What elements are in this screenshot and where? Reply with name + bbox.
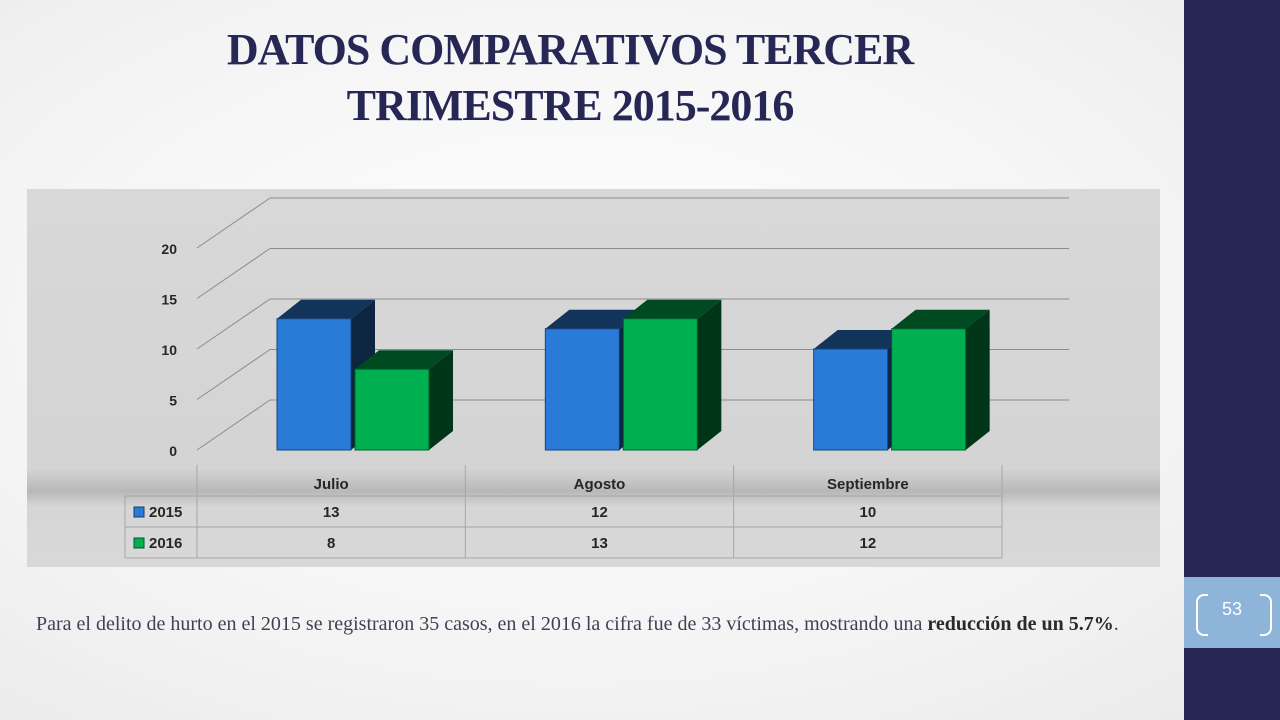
page-bracket-left xyxy=(1196,594,1208,636)
bar-side xyxy=(429,350,453,450)
bar-top xyxy=(277,299,375,319)
bar-top xyxy=(623,299,722,319)
caption-end: . xyxy=(1113,613,1119,635)
bar-front xyxy=(354,368,430,451)
bar-2016-agosto xyxy=(622,299,722,451)
bar-top xyxy=(891,309,990,329)
y-tick-label: 0 xyxy=(169,443,177,459)
y-tick-label: 5 xyxy=(169,393,177,409)
bar-2016-julio xyxy=(354,350,453,451)
data-label-2016-agosto: 13 xyxy=(591,535,608,552)
data-label-2015-agosto: 12 xyxy=(591,504,608,521)
data-label-2016-julio: 8 xyxy=(327,535,335,552)
bar-top xyxy=(813,330,912,349)
category-label: Septiembre xyxy=(827,476,909,493)
category-label: Agosto xyxy=(574,476,626,493)
data-label-2015-julio: 13 xyxy=(323,504,340,521)
legend-swatch-2015 xyxy=(133,506,145,518)
caption-emphasis: reducción de un 5.7% xyxy=(927,613,1114,635)
data-label-2016-septiembre: 12 xyxy=(859,535,876,552)
y-tick-label: 15 xyxy=(161,292,177,308)
data-label-2015-septiembre: 10 xyxy=(859,504,876,521)
gridline-diagonal xyxy=(196,349,271,400)
y-tick-label: 20 xyxy=(161,241,177,257)
bar-front xyxy=(891,328,967,451)
gridline-diagonal xyxy=(196,399,271,451)
legend-label-2015: 2015 xyxy=(149,504,182,521)
legend-swatch-2016 xyxy=(133,537,145,549)
bar-side xyxy=(965,309,990,450)
bar-top xyxy=(545,309,644,329)
bar-2016-septiembre xyxy=(891,309,990,451)
bar-front xyxy=(276,318,352,451)
caption-text: Para el delito de hurto en el 2015 se re… xyxy=(36,613,928,635)
bar-front xyxy=(813,348,889,451)
page-bracket-right xyxy=(1260,594,1272,636)
category-label: Julio xyxy=(314,476,349,493)
bar-front xyxy=(622,318,698,451)
bar-front xyxy=(544,328,620,451)
chart-area: 0 5 10 15 20 Julio Agosto Septiembre 2015 13 12 10… xyxy=(27,189,1160,567)
bar-chart: 0 5 10 15 20 Julio Agosto Septiembre 2015 13 12 10… xyxy=(27,189,1160,567)
bar-top xyxy=(355,350,453,370)
legend-label-2016: 2016 xyxy=(149,535,182,552)
page-number: 53 xyxy=(1221,599,1243,619)
gridline-diagonal xyxy=(196,248,271,299)
caption: Para el delito de hurto en el 2015 se re… xyxy=(36,610,1152,639)
y-tick-label: 10 xyxy=(161,342,177,358)
slide-title: DATOS COMPARATIVOS TERCER TRIMESTRE 2015… xyxy=(226,25,914,130)
gridline-diagonal xyxy=(196,298,271,350)
gridline-diagonal xyxy=(196,197,271,249)
bar-side xyxy=(697,299,722,450)
page-number-box: 53 xyxy=(1184,577,1280,648)
